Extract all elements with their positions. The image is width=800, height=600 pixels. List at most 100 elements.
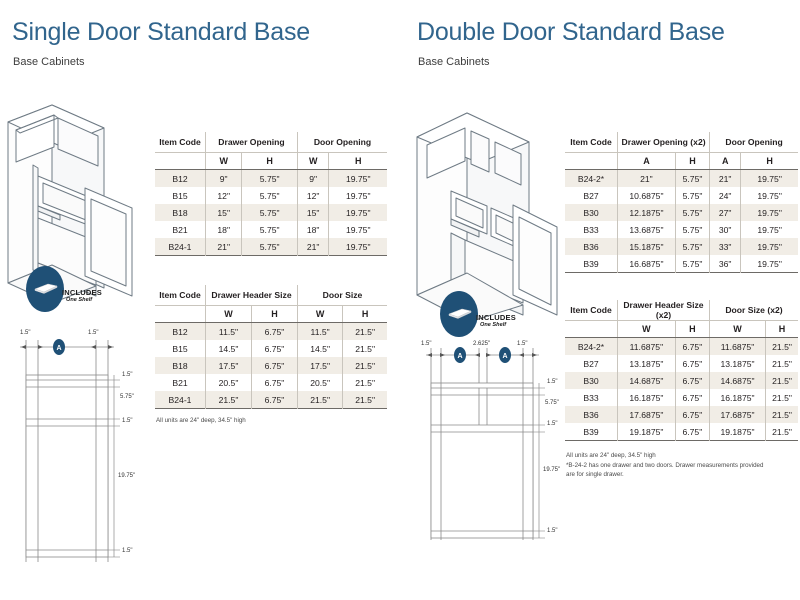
cell-door-h: 19.75" [740, 169, 798, 187]
table-row: B36 15.1875" 5.75" 33" 19.75" [565, 238, 798, 255]
cell-item-code: B24-2* [565, 337, 618, 355]
cell-door-a: 33" [709, 238, 741, 255]
cell-header-w: 16.1875" [617, 389, 676, 406]
cell-header-h: 6.75" [674, 355, 710, 372]
table-drawer-header-door-size: Item Code Drawer Header Size (x2) Door S… [565, 300, 798, 443]
cell-door-a: 30" [709, 221, 741, 238]
elev-dim-side-5: 1.5" [547, 528, 558, 534]
cell-header-w: 19.1875" [617, 423, 676, 441]
table-row: B33 16.1875" 6.75" 16.1875" 21.5" [565, 389, 798, 406]
cell-drawer-w: 21" [204, 238, 242, 256]
cell-item-code: B15 [172, 343, 188, 354]
cell-drawer-a: 10.6875" [617, 187, 676, 204]
cell-item-code: B21 [172, 377, 188, 388]
table-row: B15 12" 5.75" 12" 19.75" [155, 187, 387, 204]
cell-drawer-h: 5.75" [674, 255, 710, 273]
table-bottom-rule [565, 440, 798, 443]
col-door-opening: Door Opening [296, 132, 387, 153]
table-body: B12 11.5" 6.75" 11.5" 21.5" B15 14.5" 6.… [155, 322, 387, 411]
table-bottom-rule [565, 272, 798, 275]
sub-blank [155, 305, 206, 323]
table-row: B24-2* 11.6875" 6.75" 11.6875" 21.5" [565, 337, 798, 355]
cell-drawer-a: 21" [617, 169, 676, 187]
cell-item-code: B36 [565, 406, 618, 423]
table-subheader-row: W H W H [155, 305, 387, 323]
svg-text:A: A [502, 353, 507, 360]
cell-drawer-h: 5.75" [241, 238, 298, 256]
cell-drawer-h: 5.75" [674, 169, 710, 187]
cell-header-h: 6.75" [250, 340, 298, 357]
cell-item-code: B27 [583, 358, 599, 369]
sub-door-h: H [765, 320, 798, 338]
table-body: B12 9" 5.75" 9" 19.75" B15 12" 5.75" 12"… [155, 169, 387, 258]
col-door-opening: Door Opening [709, 132, 798, 153]
col-item-code: Item Code [565, 300, 618, 321]
elev-dim-side-4: 19.75" [543, 467, 561, 473]
panel-single-door: Single Door Standard Base Base Cabinets [7, 18, 387, 562]
col-item-code: Item Code [565, 132, 618, 153]
cell-drawer-h: 5.75" [241, 169, 298, 187]
page-subtitle: Base Cabinets [13, 56, 85, 68]
table-row: B24-2* 21" 5.75" 21" 19.75" [565, 169, 798, 187]
cell-door-a: 36" [709, 255, 741, 273]
badge-item-label: One Shelf [480, 322, 507, 328]
cell-item-code: B39 [583, 258, 599, 269]
cell-door-w: 21.5" [296, 391, 343, 409]
table-row: B27 10.6875" 5.75" 24" 19.75" [565, 187, 798, 204]
table-bottom-rule [155, 255, 387, 258]
cell-item-code: B12 [155, 169, 206, 187]
includes-badge: INCLUDES One Shelf [440, 291, 518, 337]
table-row: B24-1 21.5" 6.75" 21.5" 21.5" [155, 391, 387, 409]
table-row: B39 16.6875" 5.75" 36" 19.75" [565, 255, 798, 273]
table-group-header-row: Item Code Drawer Opening (x2) Door Openi… [565, 132, 798, 153]
cell-header-w: 17.6875" [617, 406, 676, 423]
cell-header-h: 6.75" [674, 337, 710, 355]
cell-door-w: 13.1875" [708, 355, 766, 372]
cell-door-h: 19.75" [740, 204, 798, 221]
cell-item-code: B24-1 [155, 238, 206, 256]
page-title: Single Door Standard Base [12, 18, 310, 46]
table-row: B21 20.5" 6.75" 20.5" 21.5" [155, 374, 387, 391]
cell-door-h: 19.75" [328, 238, 387, 256]
table-body: B24-2* 21" 5.75" 21" 19.75" B27 10.6875"… [565, 169, 798, 275]
cell-door-a: 24" [709, 187, 741, 204]
cell-door-h: 21.5" [765, 337, 798, 355]
sub-header-w: W [617, 320, 676, 338]
cell-header-h: 6.75" [674, 372, 710, 389]
cell-door-w: 18" [296, 221, 329, 238]
cell-door-h: 21.5" [765, 406, 798, 423]
elev-dim-side-1: 1.5" [122, 372, 133, 378]
cell-door-h: 21.5" [342, 322, 387, 340]
shelf-icon [34, 283, 58, 294]
cell-drawer-h: 5.75" [674, 204, 710, 221]
cell-door-h: 19.75" [328, 204, 387, 221]
elev-dim-side-3: 1.5" [547, 421, 558, 427]
cell-door-h: 21.5" [765, 355, 798, 372]
cell-item-code: B27 [583, 190, 599, 201]
cell-drawer-w: 12" [204, 187, 242, 204]
table-row: B12 11.5" 6.75" 11.5" 21.5" [155, 322, 387, 340]
col-item-code: Item Code [155, 132, 206, 153]
sub-drawer-a: A [617, 152, 676, 170]
table-subheader-row: W H W H [565, 320, 798, 338]
elev-dim-side-4: 19.75" [118, 473, 136, 479]
cell-drawer-h: 5.75" [241, 187, 298, 204]
cell-header-h: 6.75" [250, 391, 298, 409]
cell-drawer-a: 12.1875" [617, 204, 676, 221]
table-bottom-rule [155, 408, 387, 411]
sub-blank [155, 152, 206, 170]
sub-door-a: A [709, 152, 741, 170]
cell-drawer-a: 16.6875" [617, 255, 676, 273]
badge-item-label: One Shelf [66, 297, 93, 303]
cell-header-w: 11.5" [205, 322, 252, 340]
cell-drawer-w: 18" [204, 221, 242, 238]
cell-header-w: 21.5" [205, 391, 252, 409]
table-subheader-row: W H W H [155, 152, 387, 170]
cell-header-w: 20.5" [205, 374, 252, 391]
cell-item-code: B18 [155, 357, 206, 374]
cell-door-h: 19.75" [328, 221, 387, 238]
cell-door-h: 21.5" [765, 389, 798, 406]
cell-door-w: 14.5" [296, 340, 343, 357]
table-drawer-door-opening: Item Code Drawer Opening (x2) Door Openi… [565, 132, 798, 275]
sub-header-h: H [250, 305, 298, 323]
